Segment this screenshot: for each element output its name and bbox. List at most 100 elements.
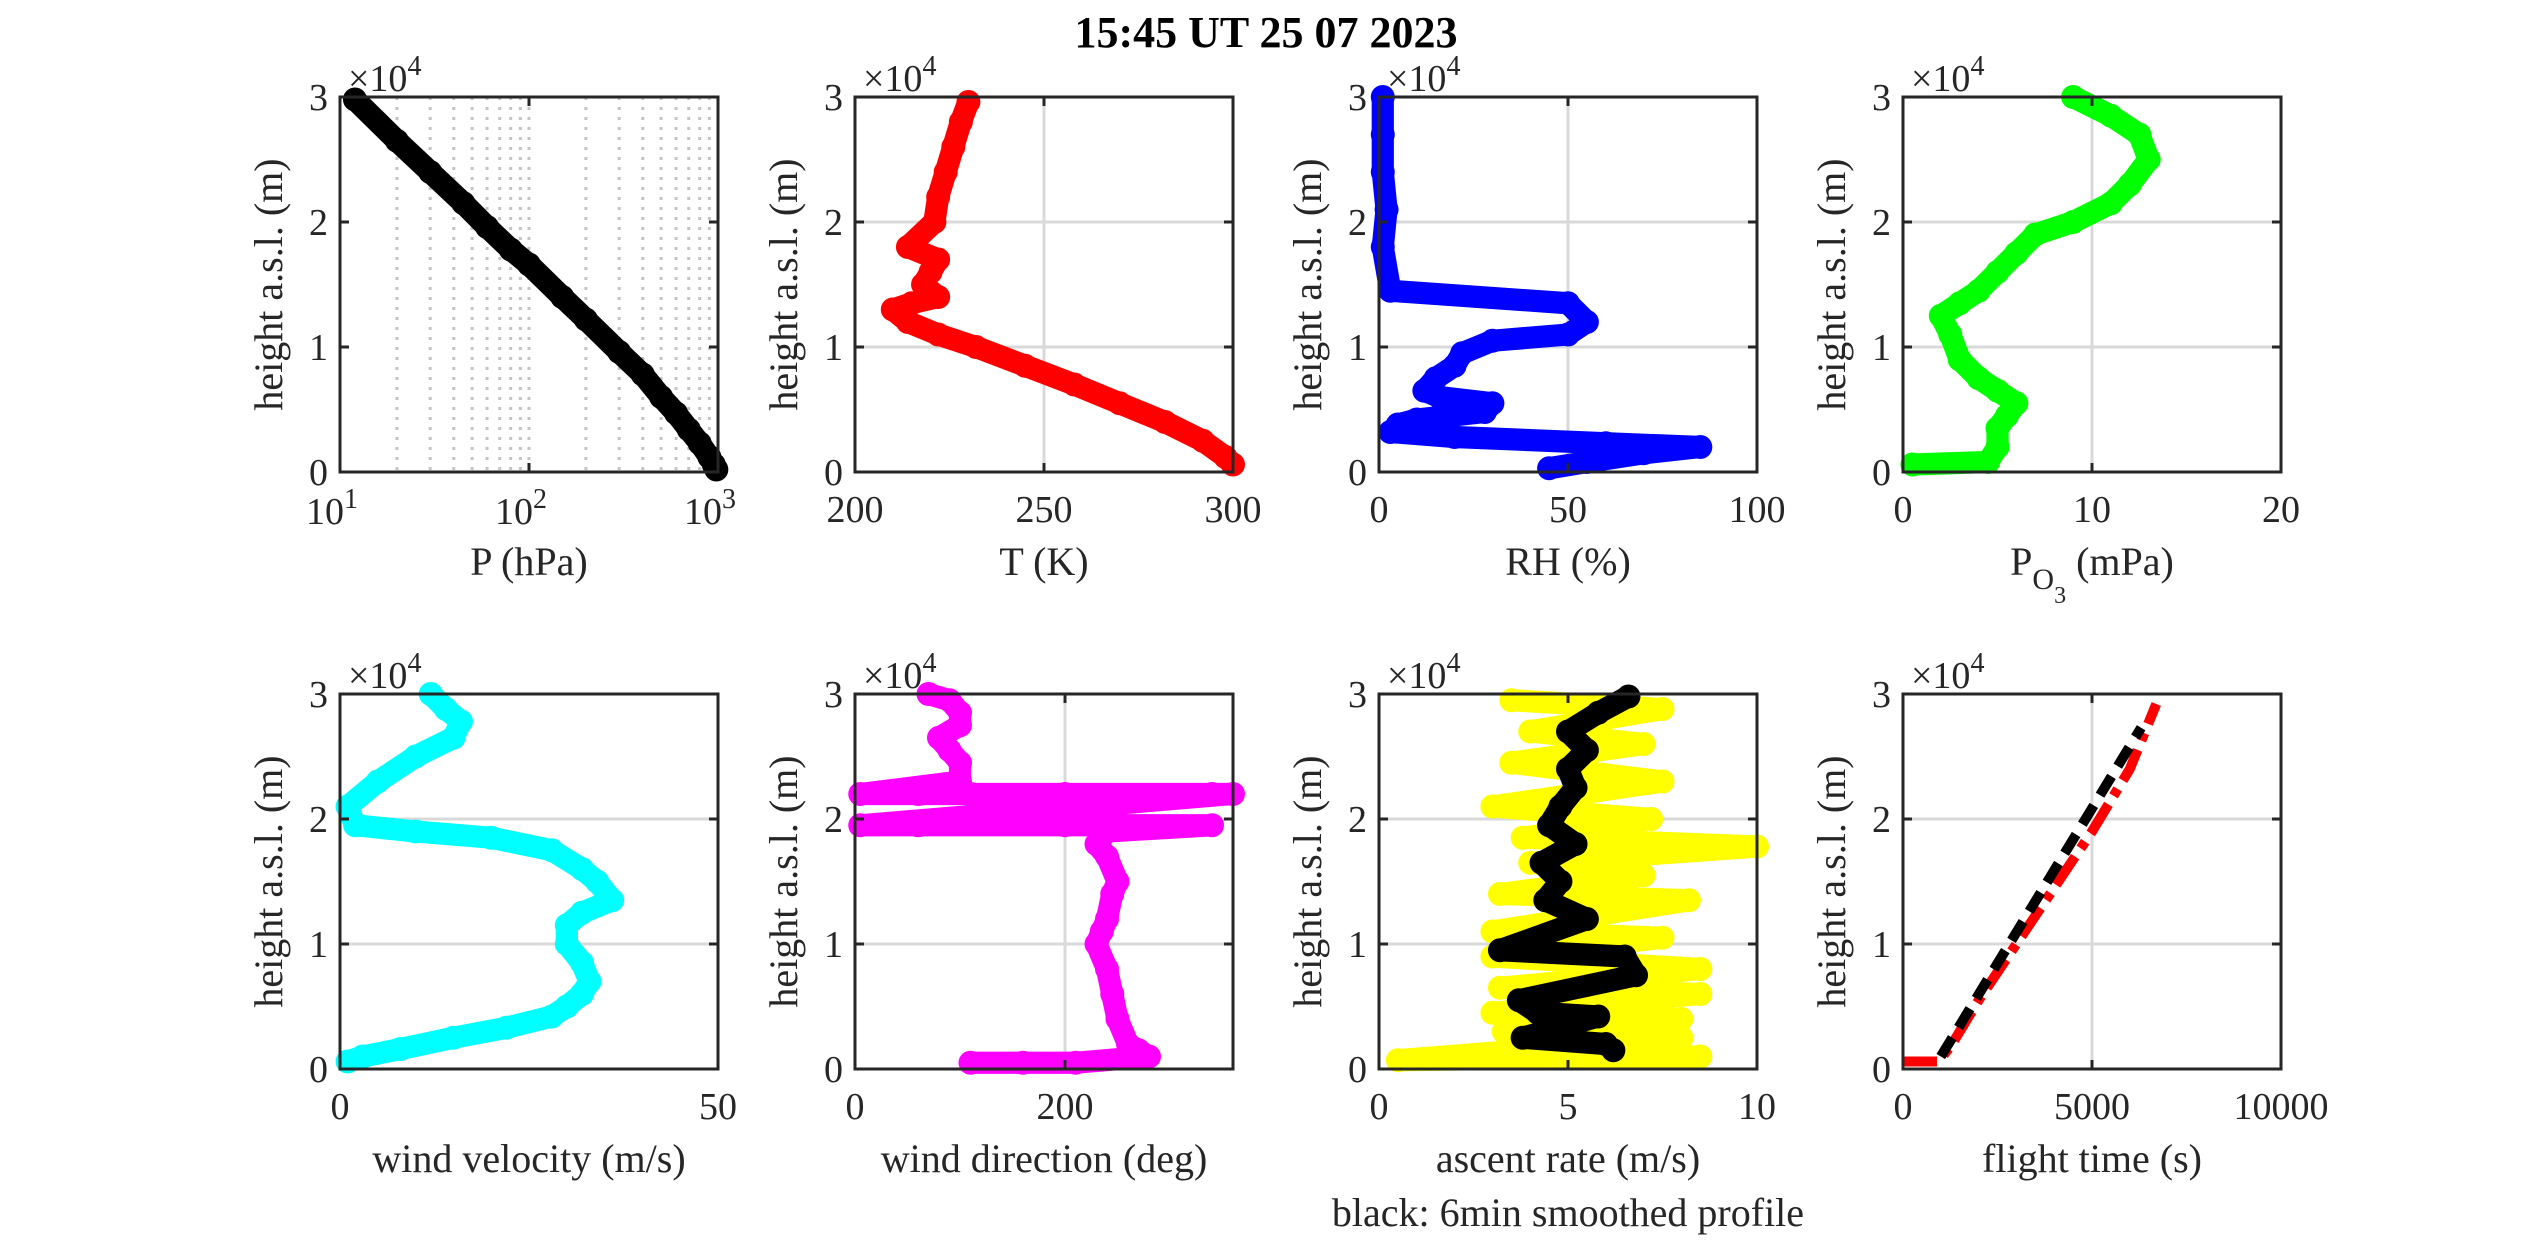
data-point bbox=[1378, 278, 1403, 303]
data-point bbox=[441, 725, 466, 750]
x-axis-label: PO3 (mPa) bbox=[2010, 539, 2174, 609]
data-point bbox=[2061, 210, 2086, 234]
data-point bbox=[1624, 963, 1649, 988]
data-point bbox=[1487, 975, 1512, 1000]
data-point bbox=[569, 950, 594, 975]
series-trace bbox=[881, 90, 1245, 476]
data-point bbox=[1370, 122, 1395, 147]
data-point bbox=[895, 310, 920, 334]
series-trace bbox=[1901, 85, 2160, 476]
data-point bbox=[1548, 869, 1573, 894]
data-point bbox=[573, 307, 598, 332]
data-point bbox=[899, 291, 924, 316]
data-point bbox=[1601, 1038, 1626, 1063]
y-tick-label: 2 bbox=[1348, 202, 1367, 244]
data-point bbox=[1669, 1025, 1694, 1050]
data-point bbox=[403, 744, 428, 769]
data-point bbox=[1378, 420, 1403, 444]
data-point bbox=[1525, 1000, 1550, 1025]
data-point bbox=[1556, 757, 1580, 781]
data-point bbox=[1688, 1044, 1713, 1069]
data-point bbox=[1631, 732, 1656, 756]
y-exponent-label: ×104 bbox=[1911, 648, 1984, 697]
data-point bbox=[1639, 807, 1664, 831]
y-tick-label: 0 bbox=[824, 1049, 843, 1091]
data-point bbox=[958, 1050, 983, 1075]
x-tick-label: 0 bbox=[1370, 489, 1389, 531]
data-point bbox=[1947, 347, 1972, 372]
data-point bbox=[1938, 322, 1963, 347]
data-point bbox=[1563, 775, 1588, 800]
data-point bbox=[1200, 782, 1224, 806]
y-tick-label: 3 bbox=[1872, 674, 1891, 716]
x-axis-label: flight time (s) bbox=[1982, 1136, 2202, 1181]
y-axis-label: height a.s.l. (m) bbox=[1809, 755, 1854, 1007]
data-point bbox=[906, 782, 930, 806]
data-point bbox=[704, 457, 729, 482]
series-trace bbox=[1386, 689, 1769, 1072]
data-point bbox=[1152, 410, 1177, 434]
y-exponent-label: ×104 bbox=[1387, 51, 1460, 100]
panel-wind_velocity: 0 50 0 1 2 3 ×104 height a.s.l. (m) wind velocit… bbox=[246, 648, 737, 1181]
data-point bbox=[1427, 385, 1452, 409]
data-point bbox=[517, 252, 541, 277]
data-point bbox=[1063, 1050, 1088, 1075]
data-point bbox=[1480, 794, 1505, 819]
figure-title: 15:45 UT 25 07 2023 bbox=[1075, 8, 1458, 57]
y-tick-label: 0 bbox=[1348, 1049, 1367, 1091]
y-tick-label: 2 bbox=[1872, 202, 1891, 244]
y-tick-label: 2 bbox=[1872, 799, 1891, 841]
data-point bbox=[384, 128, 409, 153]
x-tick-label: 0 bbox=[1894, 489, 1913, 531]
y-tick-label: 2 bbox=[824, 202, 843, 244]
data-point bbox=[342, 87, 367, 112]
series-line bbox=[1903, 702, 2161, 1067]
panel-ascent_rate: 0 5 10 0 1 2 3 ×104 height a.s.l. (m) ascent rate… bbox=[1285, 648, 1804, 1235]
y-tick-label: 0 bbox=[1872, 452, 1891, 494]
data-point bbox=[1688, 435, 1713, 459]
x-tick-label: 5000 bbox=[2054, 1086, 2130, 1128]
x-axis-label: T (K) bbox=[999, 539, 1088, 584]
series-trace bbox=[1488, 685, 1648, 1062]
data-point bbox=[926, 185, 951, 209]
data-point bbox=[388, 1037, 413, 1061]
y-tick-label: 0 bbox=[1872, 1049, 1891, 1091]
data-point bbox=[1105, 1007, 1130, 1031]
y-tick-label: 3 bbox=[824, 77, 843, 119]
data-point bbox=[1011, 1050, 1035, 1075]
data-point bbox=[1374, 197, 1399, 222]
data-point bbox=[1499, 750, 1524, 775]
x-tick-label: 102 bbox=[495, 484, 547, 533]
x-tick-label: 5 bbox=[1559, 1086, 1578, 1128]
data-point bbox=[335, 794, 360, 819]
data-point bbox=[895, 235, 920, 259]
data-point bbox=[494, 1015, 519, 1040]
data-point bbox=[1200, 813, 1224, 838]
data-point bbox=[365, 769, 390, 794]
data-point bbox=[1190, 428, 1215, 453]
data-point bbox=[554, 932, 579, 956]
y-tick-label: 3 bbox=[1348, 674, 1367, 716]
data-point bbox=[1529, 850, 1554, 875]
data-point bbox=[1556, 322, 1580, 347]
data-point bbox=[1947, 291, 1972, 316]
panel-ozone: 0 10 20 0 1 2 3 ×104 height a.s.l. (m) PO3 (mPa) bbox=[1809, 51, 2300, 609]
data-point bbox=[1480, 328, 1505, 353]
y-tick-label: 1 bbox=[1872, 327, 1891, 369]
data-point bbox=[958, 782, 983, 806]
series-trace bbox=[849, 682, 1245, 1074]
y-tick-label: 3 bbox=[309, 77, 328, 119]
data-point bbox=[1062, 372, 1087, 397]
data-point bbox=[948, 713, 972, 738]
y-tick-label: 0 bbox=[309, 1049, 328, 1091]
data-point bbox=[664, 401, 689, 426]
data-point bbox=[1574, 907, 1599, 931]
y-axis-label: height a.s.l. (m) bbox=[246, 755, 291, 1007]
x-tick-label: 50 bbox=[1549, 489, 1587, 531]
data-point bbox=[933, 160, 958, 184]
data-point bbox=[848, 813, 873, 838]
data-point bbox=[1650, 769, 1675, 794]
x-tick-label: 250 bbox=[1016, 489, 1073, 531]
data-point bbox=[1370, 160, 1395, 184]
